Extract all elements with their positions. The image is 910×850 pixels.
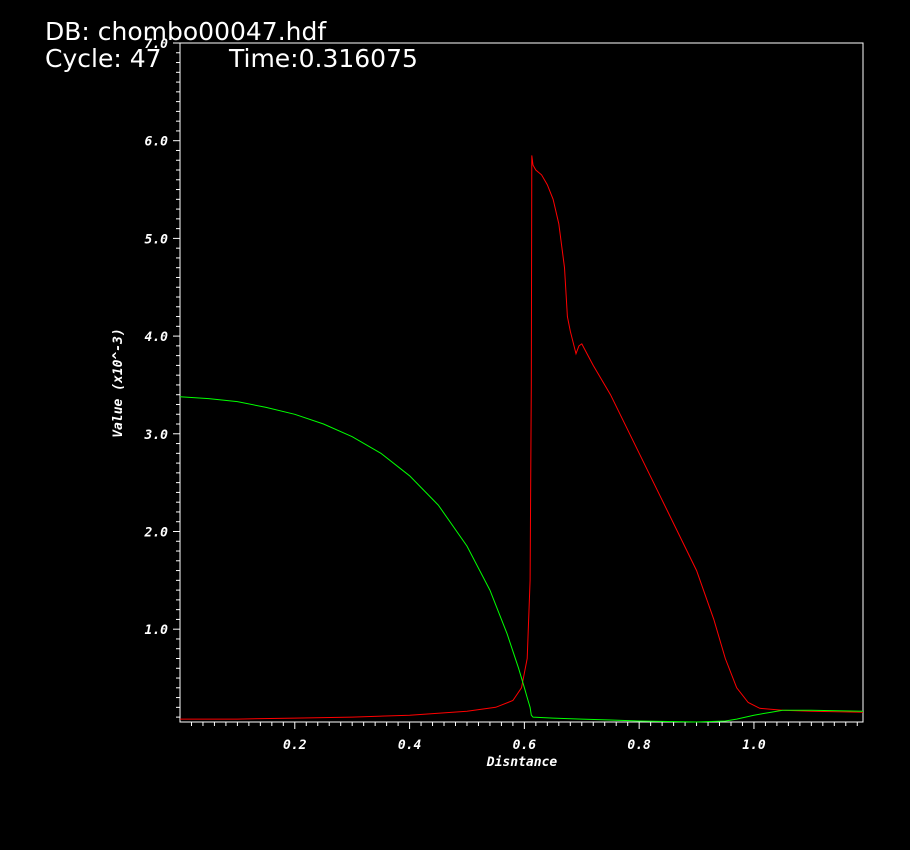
series-group	[179, 155, 864, 723]
x-tick-labels: 0.2 0.4 0.6 0.8 1.0	[283, 738, 766, 753]
x-tick-label: 0.6	[513, 738, 537, 753]
x-tick-label: 1.0	[742, 738, 766, 753]
y-tick-label: 7.0	[145, 37, 169, 52]
time-label: Time:0.316075	[229, 44, 418, 73]
x-axis-title: Disntance	[486, 755, 558, 770]
db-label: DB: chombo00047.hdf	[45, 17, 327, 46]
y-axis-title: Value (x10^-3)	[111, 328, 126, 438]
minor-ticks	[173, 42, 858, 729]
y-tick-label: 5.0	[145, 232, 169, 247]
x-tick-label: 0.4	[398, 738, 422, 753]
y-tick-label: 3.0	[144, 428, 169, 443]
y-tick-label: 6.0	[145, 135, 169, 150]
series-line-1	[180, 155, 864, 720]
plot-frame	[179, 42, 864, 723]
y-tick-label: 4.0	[145, 330, 169, 345]
y-tick-labels: 1.0 2.0 3.0 4.0 5.0 6.0 7.0	[144, 37, 169, 638]
cycle-label: Cycle: 47	[45, 44, 162, 73]
y-tick-label: 1.0	[145, 623, 169, 638]
x-tick-label: 0.8	[627, 738, 651, 753]
x-tick-label: 0.2	[283, 738, 307, 753]
series-line-2	[179, 396, 864, 723]
y-tick-label: 2.0	[144, 525, 169, 540]
